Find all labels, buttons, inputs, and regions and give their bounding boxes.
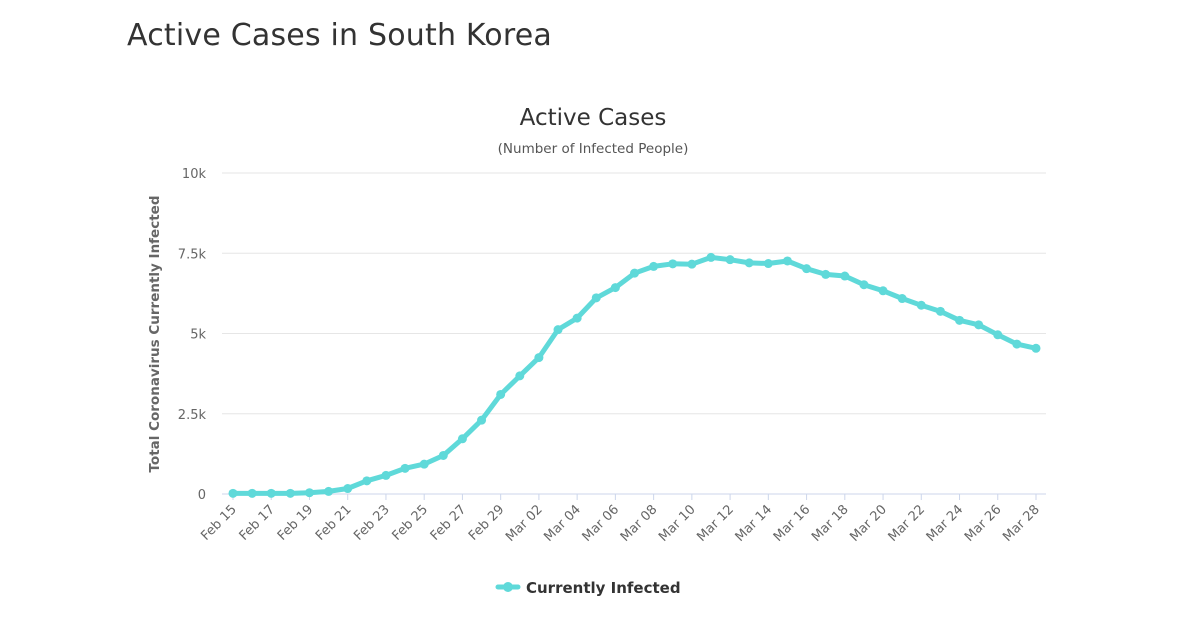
x-tick-label: Feb 15 xyxy=(198,502,240,544)
data-point[interactable] xyxy=(821,269,831,279)
gridlines xyxy=(222,172,1046,495)
series-line[interactable] xyxy=(230,254,1039,496)
data-point[interactable] xyxy=(649,261,659,271)
data-point[interactable] xyxy=(247,488,257,498)
x-tick-label: Mar 12 xyxy=(694,502,737,545)
data-point[interactable] xyxy=(362,476,372,486)
data-point[interactable] xyxy=(534,353,544,363)
data-point[interactable] xyxy=(955,315,965,325)
chart-title: Active Cases xyxy=(520,105,667,131)
data-point[interactable] xyxy=(400,463,410,473)
data-point[interactable] xyxy=(496,389,506,399)
y-tick-label: 0 xyxy=(198,488,206,503)
data-point[interactable] xyxy=(1012,339,1022,349)
data-point[interactable] xyxy=(840,271,850,281)
x-tick-label: Feb 25 xyxy=(390,502,432,544)
data-point[interactable] xyxy=(782,256,792,266)
x-tick-label: Mar 10 xyxy=(656,502,699,545)
series-currently-infected[interactable] xyxy=(228,252,1041,498)
x-tick-label: Feb 21 xyxy=(313,502,355,544)
data-point[interactable] xyxy=(419,459,429,469)
x-tick-label: Mar 26 xyxy=(962,502,1005,545)
data-point[interactable] xyxy=(630,268,639,278)
data-point[interactable] xyxy=(668,259,678,269)
data-point[interactable] xyxy=(438,450,448,460)
data-point[interactable] xyxy=(610,283,620,293)
data-point[interactable] xyxy=(878,286,888,296)
data-point[interactable] xyxy=(591,293,601,303)
data-point[interactable] xyxy=(916,300,926,310)
data-point[interactable] xyxy=(477,415,487,425)
legend-symbol-marker xyxy=(503,582,513,592)
data-point[interactable] xyxy=(725,255,735,265)
y-tick-label: 2.5k xyxy=(178,408,207,423)
data-point[interactable] xyxy=(266,488,276,498)
x-tick-label: Feb 23 xyxy=(351,502,393,544)
x-tick-label: Mar 24 xyxy=(924,502,967,545)
x-tick-label: Feb 29 xyxy=(466,502,508,544)
data-point[interactable] xyxy=(572,313,582,323)
chart-subtitle: (Number of Infected People) xyxy=(498,141,689,157)
legend[interactable]: Currently Infected xyxy=(495,579,681,597)
y-axis-ticks: 0 2.5k 5k 7.5k 10k xyxy=(178,167,207,503)
y-axis-title: Total Coronavirus Currently Infected xyxy=(147,196,163,473)
x-tick-label: Mar 02 xyxy=(503,502,546,545)
x-tick-label: Mar 04 xyxy=(541,502,584,545)
x-tick-label: Mar 06 xyxy=(580,502,623,545)
data-point[interactable] xyxy=(324,486,334,496)
x-tick-label: Mar 14 xyxy=(733,502,776,545)
x-tick-label: Mar 20 xyxy=(847,502,890,545)
data-point[interactable] xyxy=(457,434,467,444)
data-point[interactable] xyxy=(304,488,314,498)
data-point[interactable] xyxy=(343,484,353,494)
x-tick-label: Feb 19 xyxy=(275,502,317,544)
data-point[interactable] xyxy=(802,264,812,274)
data-point[interactable] xyxy=(935,306,945,316)
data-point[interactable] xyxy=(228,488,238,498)
data-point[interactable] xyxy=(515,371,525,381)
legend-label[interactable]: Currently Infected xyxy=(526,579,681,597)
data-point[interactable] xyxy=(285,488,295,498)
x-tick-label: Mar 16 xyxy=(771,502,814,545)
data-point[interactable] xyxy=(381,470,391,480)
x-tick-label: Mar 08 xyxy=(618,502,661,545)
x-tick-label: Mar 18 xyxy=(809,502,852,545)
data-point[interactable] xyxy=(993,330,1003,340)
x-tick-label: Feb 27 xyxy=(428,502,470,544)
data-point[interactable] xyxy=(859,280,869,290)
x-tick-label: Feb 17 xyxy=(237,502,279,544)
y-tick-label: 7.5k xyxy=(178,247,207,262)
data-point[interactable] xyxy=(897,294,907,304)
y-tick-label: 5k xyxy=(190,328,206,343)
y-tick-label: 10k xyxy=(182,167,207,182)
data-point[interactable] xyxy=(974,320,984,330)
data-point[interactable] xyxy=(1031,343,1041,353)
data-point[interactable] xyxy=(553,325,563,335)
data-point[interactable] xyxy=(763,259,773,269)
x-tick-label: Mar 22 xyxy=(886,502,929,545)
data-point[interactable] xyxy=(706,252,716,262)
data-point[interactable] xyxy=(744,258,754,268)
x-tick-label: Mar 28 xyxy=(1000,502,1043,545)
data-point[interactable] xyxy=(687,259,697,269)
page-title: Active Cases in South Korea xyxy=(127,18,552,53)
